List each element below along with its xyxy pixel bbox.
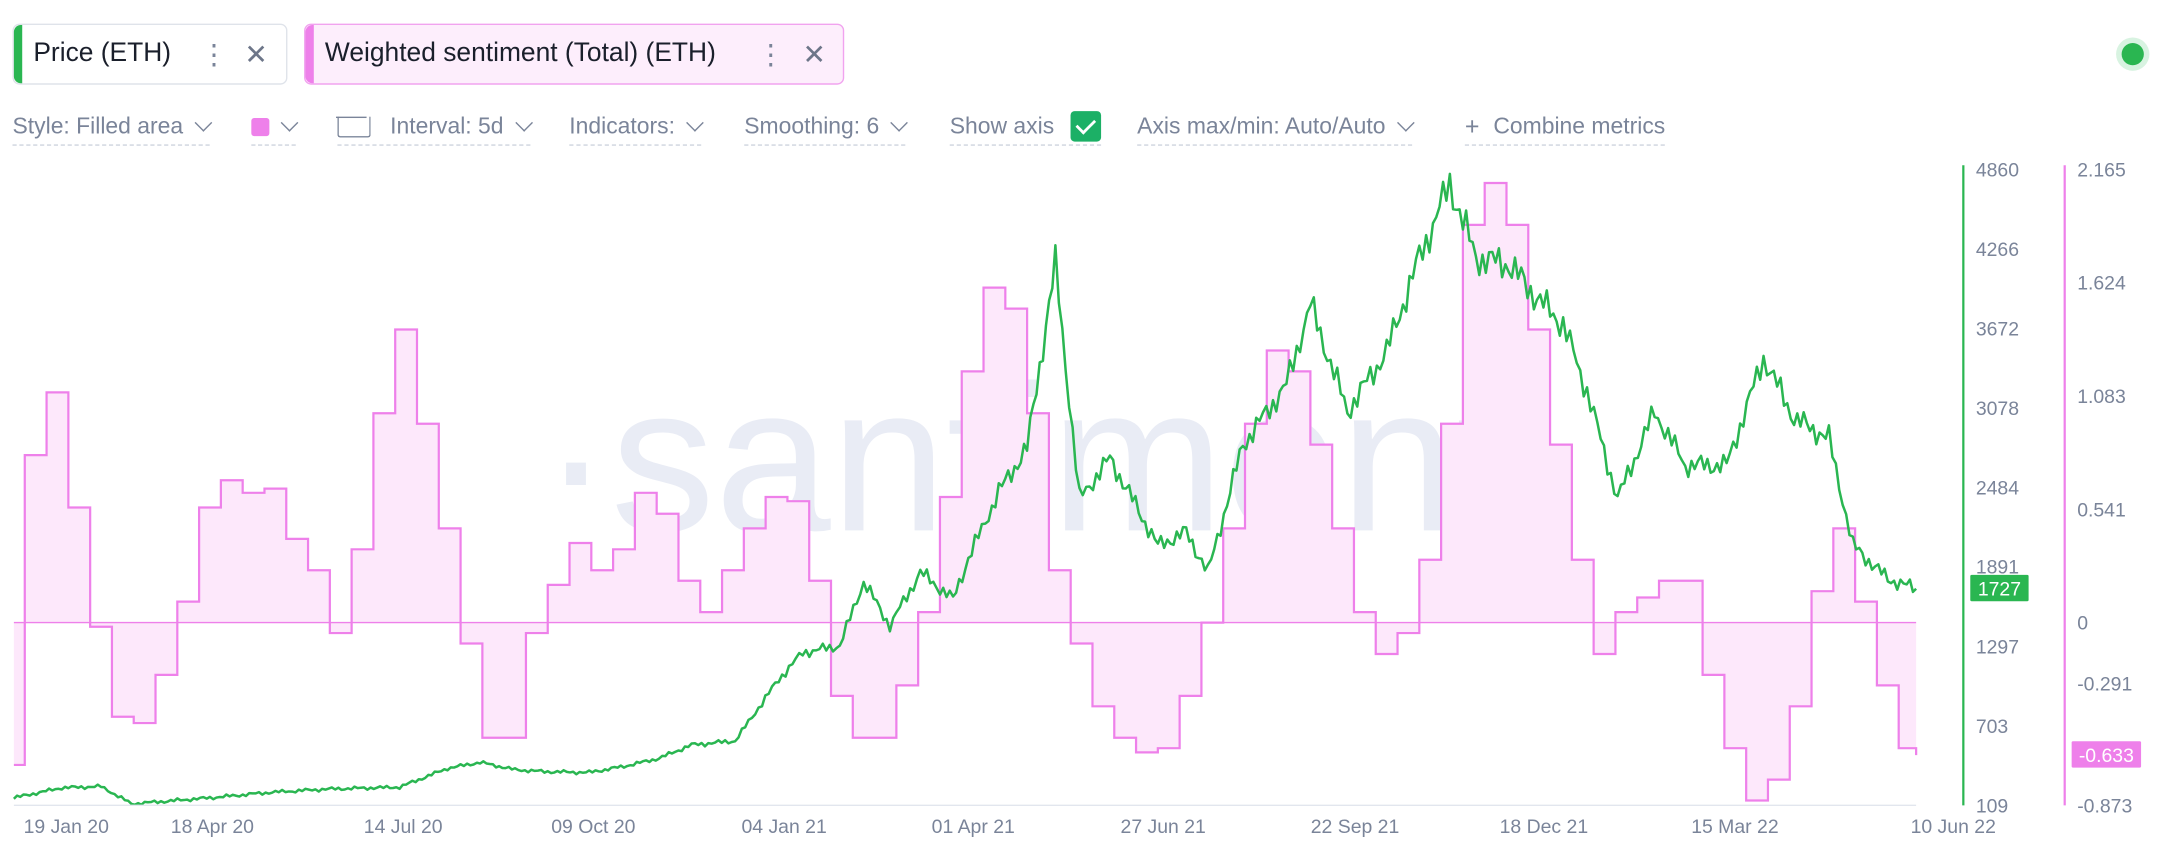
close-icon[interactable]: ✕ bbox=[802, 39, 826, 71]
price-axis-tick: 109 bbox=[1976, 795, 2008, 817]
color-picker[interactable] bbox=[251, 108, 299, 146]
metric-label-sentiment: Weighted sentiment (Total) (ETH) bbox=[324, 38, 716, 69]
indicators-label: Indicators: bbox=[569, 113, 675, 139]
axis-maxmin-dropdown[interactable]: Axis max/min: Auto/Auto bbox=[1137, 108, 1415, 146]
metric-chip-price[interactable]: Price (ETH) ⋮ ✕ bbox=[12, 23, 288, 85]
vertical-dots-icon[interactable]: ⋮ bbox=[756, 39, 785, 71]
santiment-watermark: ·santiment· bbox=[541, 342, 1583, 575]
metric-label-price: Price (ETH) bbox=[33, 38, 172, 69]
show-axis-toggle[interactable]: Show axis bbox=[949, 108, 1102, 146]
x-axis-tick: 10 Jun 22 bbox=[1911, 816, 1996, 838]
chevron-down-icon bbox=[1396, 114, 1415, 132]
x-axis-tick: 09 Oct 20 bbox=[551, 816, 635, 838]
sentiment-axis-tick: 2.165 bbox=[2077, 159, 2126, 181]
sentiment-last-value-badge bbox=[2071, 741, 2142, 768]
plus-icon: + bbox=[1464, 111, 1480, 140]
sentiment-fill bbox=[13, 183, 1917, 801]
x-axis-tick: 19 Jan 20 bbox=[24, 816, 110, 838]
x-axis-tick: 27 Jun 21 bbox=[1121, 816, 1206, 838]
smoothing-dropdown[interactable]: Smoothing: 6 bbox=[744, 108, 909, 146]
axis-maxmin-label: Axis max/min: Auto/Auto bbox=[1137, 113, 1386, 139]
x-axis-tick: 01 Apr 21 bbox=[932, 816, 1015, 838]
x-axis-tick: 15 Mar 22 bbox=[1691, 816, 1778, 838]
checkbox-checked-icon[interactable] bbox=[1070, 111, 1102, 142]
sentiment-line bbox=[13, 181, 1918, 802]
style-label: Style: Filled area bbox=[12, 113, 184, 139]
ruler-icon bbox=[336, 115, 371, 137]
show-axis-label: Show axis bbox=[949, 113, 1055, 139]
interval-label: Interval: 5d bbox=[390, 113, 504, 139]
price-axis-tick: 2484 bbox=[1976, 477, 2019, 499]
x-axis-tick: 18 Apr 20 bbox=[171, 816, 254, 838]
price-axis-tick: 3078 bbox=[1976, 398, 2019, 420]
color-swatch bbox=[251, 117, 270, 136]
x-axis-tick: 18 Dec 21 bbox=[1500, 816, 1589, 838]
price-axis-tick: 1297 bbox=[1976, 636, 2019, 658]
price-axis-tick: 4860 bbox=[1976, 159, 2019, 181]
sentiment-axis-tick: 0 bbox=[2077, 613, 2088, 635]
chart-area[interactable]: ·santiment· 4860 4266 3672 3078 2484 1891 1297 7… bbox=[0, 153, 2166, 847]
price-last-value: 1727 bbox=[1978, 579, 2021, 601]
close-icon[interactable]: ✕ bbox=[244, 39, 268, 71]
price-axis-tick: 703 bbox=[1976, 716, 2008, 738]
interval-dropdown[interactable]: Interval: 5d bbox=[336, 108, 533, 146]
metric-chip-sentiment[interactable]: Weighted sentiment (Total) (ETH) ⋮ ✕ bbox=[304, 23, 845, 85]
price-last-value-badge bbox=[1970, 574, 2029, 602]
combine-metrics-button[interactable]: + Combine metrics bbox=[1464, 108, 1666, 146]
x-axis-tick: 14 Jul 20 bbox=[364, 816, 443, 838]
price-axis-tick: 4266 bbox=[1976, 239, 2019, 261]
sentiment-axis-tick: -0.873 bbox=[2077, 795, 2132, 817]
sentiment-last-value: -0.633 bbox=[2079, 745, 2134, 767]
smoothing-label: Smoothing: 6 bbox=[744, 113, 880, 139]
x-axis-tick: 22 Sep 21 bbox=[1311, 816, 1400, 838]
chevron-down-icon bbox=[280, 114, 299, 132]
sentiment-axis-tick: -0.291 bbox=[2077, 673, 2132, 695]
combine-metrics-label: Combine metrics bbox=[1493, 113, 1666, 139]
x-axis-tick: 04 Jan 21 bbox=[741, 816, 826, 838]
chevron-down-icon bbox=[194, 114, 213, 132]
price-axis-tick: 1891 bbox=[1976, 557, 2019, 579]
chevron-down-icon bbox=[890, 114, 909, 132]
chevron-down-icon bbox=[686, 114, 704, 132]
sentiment-axis-tick: 1.083 bbox=[2077, 386, 2126, 408]
sentiment-axis-tick: 1.624 bbox=[2077, 273, 2126, 295]
sentiment-axis-tick: 0.541 bbox=[2077, 499, 2126, 521]
online-status-icon bbox=[2121, 43, 2144, 66]
price-axis-tick: 3672 bbox=[1976, 318, 2019, 340]
price-line bbox=[13, 172, 1918, 807]
vertical-dots-icon[interactable]: ⋮ bbox=[199, 39, 228, 71]
style-dropdown[interactable]: Style: Filled area bbox=[12, 108, 213, 146]
indicators-dropdown[interactable]: Indicators: bbox=[569, 108, 704, 146]
chevron-down-icon bbox=[514, 114, 533, 132]
